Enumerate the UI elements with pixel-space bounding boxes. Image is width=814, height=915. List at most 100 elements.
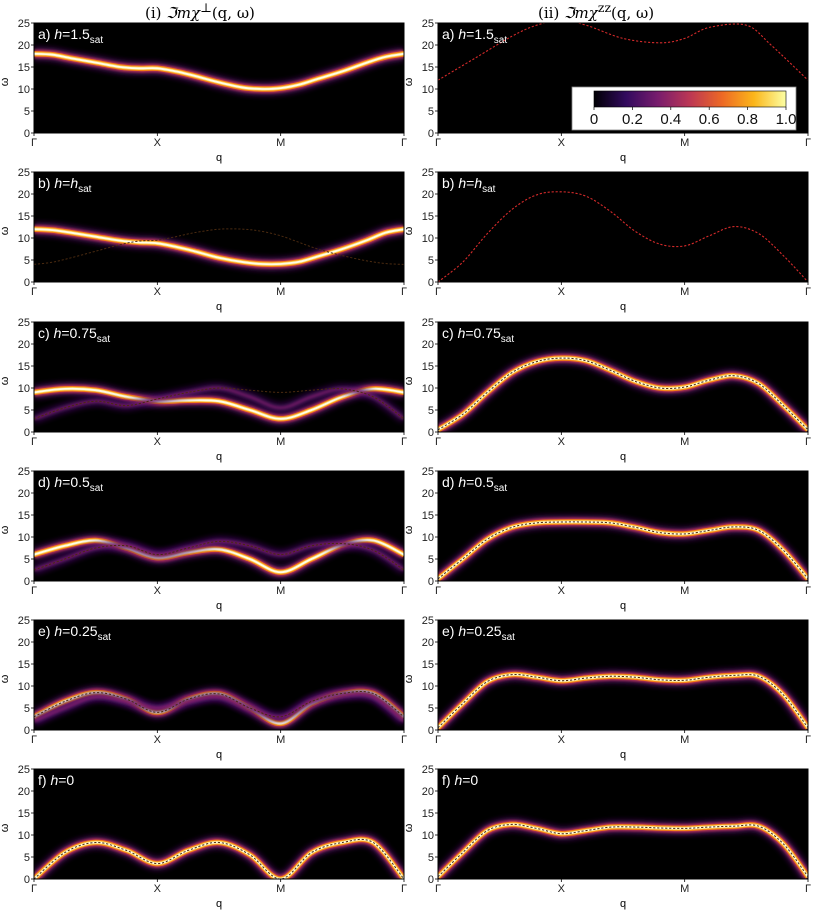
column-title-perp-sup: ⊥: [200, 0, 212, 15]
panel-d-perp-dashed-line-0: [34, 540, 404, 571]
panel-label-value: =0: [462, 772, 478, 788]
panel-f-perp: 0 5 10 15 20 25 ω Γ X M Γq f) h=0: [0, 764, 407, 910]
panel-a-perp-frame: [33, 22, 405, 134]
panel-c-zz-dashed-line-0: [438, 357, 808, 431]
panel-e-perp-ytick-label: 0: [24, 725, 30, 737]
panel-e-zz-xtick-label: X: [558, 734, 566, 746]
panel-d-perp-xtick-label: X: [154, 585, 162, 597]
panel-label-h: h: [54, 175, 62, 191]
panel-f-perp-ytick-label: 5: [24, 852, 30, 864]
panel-label-h: h: [54, 474, 62, 490]
panel-c-perp-panel-label: c) h=0.75sat: [38, 325, 110, 345]
panel-e-zz-ytick-label: 25: [422, 615, 434, 627]
panel-label-sub: sat: [98, 632, 112, 643]
panel-c-perp-ytick-label: 20: [18, 339, 30, 351]
panel-e-perp-frame: [33, 619, 405, 731]
panel-label-value: =1.5: [62, 26, 90, 42]
panel-a-zz-panel-label: a) h=1.5sat: [442, 26, 507, 46]
panel-d-perp-ytick-label: 5: [24, 554, 30, 566]
panel-e-zz-xtick-label: Γ: [805, 734, 811, 746]
panel-a-perp-xtick-label: M: [276, 137, 285, 149]
panel-e-zz-dashed-line-0: [438, 673, 808, 729]
colorbar-tick-label: 0.4: [660, 111, 681, 128]
panel-b-perp-y-axis-label: ω: [0, 226, 11, 235]
panel-f-perp-ytick-label: 0: [24, 874, 30, 886]
panel-a-zz-frame: [437, 22, 809, 134]
panel-f-zz-frame: [437, 768, 809, 880]
panel-label-sub: sat: [90, 483, 104, 494]
panel-c-perp-ytick-label: 25: [18, 317, 30, 329]
panel-b-zz-ytick-label: 15: [422, 211, 434, 223]
colorbar-tick-label: 1.0: [776, 111, 797, 128]
panel-e-zz-ytick-label: 15: [422, 659, 434, 671]
panel-c-zz-y-axis-label: ω: [403, 376, 415, 385]
panel-a-zz-ytick-label: 25: [422, 18, 434, 30]
panel-d-zz-panel-label: d) h=0.5sat: [442, 474, 507, 494]
band-core-white: [34, 52, 404, 90]
panel-label-value: =1.5: [466, 26, 494, 42]
panel-a-zz-plot-area: [438, 23, 808, 81]
panel-label-prefix: c): [442, 325, 458, 341]
panel-c-perp-band-0: [34, 383, 404, 425]
colorbar-tick-label: 0: [590, 111, 598, 128]
panel-a-perp-panel-label: a) h=1.5sat: [38, 26, 103, 46]
panel-f-perp-ytick-label: 15: [18, 808, 30, 820]
panel-d-perp-ytick-label: 10: [18, 532, 30, 544]
panel-label-value: =0.75: [61, 325, 97, 341]
panel-b-zz-panel-label: b) h=hsat: [442, 175, 496, 195]
panel-e-zz-ytick-label: 10: [422, 681, 434, 693]
panel-c-zz-ytick-label: 10: [422, 383, 434, 395]
panel-label-h2: h: [70, 175, 78, 191]
panel-b-zz-xtick-label: X: [558, 286, 566, 298]
panel-d-perp-plot-area: [34, 534, 404, 578]
panel-b-zz-ytick-label: 25: [422, 167, 434, 179]
panel-label-prefix: f): [38, 772, 50, 788]
panel-d-perp-xtick-label: Γ: [31, 585, 37, 597]
panel-label-prefix: e): [38, 623, 54, 639]
panel-b-zz-ytick-label: 0: [428, 277, 434, 289]
panel-label-prefix: b): [38, 175, 54, 191]
panel-a-zz-y-axis-label: ω: [403, 77, 415, 86]
panel-f-perp-x-axis-label: q: [216, 898, 222, 910]
panel-b-perp-panel-label: b) h=hsat: [38, 175, 92, 195]
panel-d-zz-frame: [437, 470, 809, 582]
panel-c-perp: 0 5 10 15 20 25 ω Γ X M Γq c) h=0.75sat: [0, 317, 407, 463]
panel-c-perp-background: [34, 322, 404, 432]
panel-b-perp-x-axis-label: q: [216, 301, 222, 313]
panel-b-perp-ytick-label: 0: [24, 277, 30, 289]
panel-e-perp: 0 5 10 15 20 25 ω Γ X M Γq e) h=0.25sat: [0, 615, 407, 761]
panel-d-perp-panel-label: d) h=0.5sat: [38, 474, 103, 494]
panel-f-zz-ytick-label: 20: [422, 786, 434, 798]
column-title-perp-main: ℑmχ: [166, 4, 201, 22]
panel-a-perp-ytick-label: 10: [18, 84, 30, 96]
panel-a-zz-ytick-label: 10: [422, 84, 434, 96]
panel-b-perp-background: [34, 172, 404, 282]
panel-label-prefix: d): [38, 474, 54, 490]
panel-d-perp-xtick-label: Γ: [401, 585, 407, 597]
panel-c-perp-ytick-label: 15: [18, 361, 30, 373]
panel-label-prefix: a): [442, 26, 458, 42]
panel-label-prefix: b): [442, 175, 458, 191]
panel-c-perp-xtick-label: Γ: [401, 436, 407, 448]
panel-c-perp-ytick-label: 0: [24, 427, 30, 439]
panel-label-sub: sat: [78, 184, 92, 195]
panel-f-zz-panel-label: f) h=0: [442, 772, 478, 788]
panel-f-zz-ytick-label: 5: [428, 852, 434, 864]
panel-a-perp-band-0: [34, 48, 404, 95]
panel-a-zz-x-axis-label: q: [620, 152, 626, 164]
panel-f-perp-xtick-label: Γ: [31, 883, 37, 895]
panel-f-zz-xtick-label: X: [558, 883, 566, 895]
panel-label-sub: sat: [502, 632, 516, 643]
panel-label-h: h: [458, 474, 466, 490]
colorbar-tick-label: 0.6: [699, 111, 720, 128]
panel-a-zz-dashed-line-0: [438, 23, 808, 81]
panel-e-zz: 0 5 10 15 20 25 ω Γ X M Γq e) h=0.25sat: [403, 615, 811, 761]
panel-c-zz-xtick-label: Γ: [805, 436, 811, 448]
band-core-faint: [34, 692, 404, 723]
panel-e-zz-y-axis-label: ω: [403, 674, 415, 683]
panel-b-perp-band-0: [34, 223, 404, 270]
panel-c-perp-plot-area: [34, 383, 404, 425]
panel-b-perp-dashed-line-0: [34, 228, 404, 265]
panel-label-h: h: [458, 325, 466, 341]
panel-e-zz-ytick-label: 0: [428, 725, 434, 737]
